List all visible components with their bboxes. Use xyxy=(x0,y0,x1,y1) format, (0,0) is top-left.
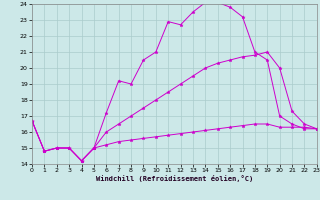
X-axis label: Windchill (Refroidissement éolien,°C): Windchill (Refroidissement éolien,°C) xyxy=(96,175,253,182)
